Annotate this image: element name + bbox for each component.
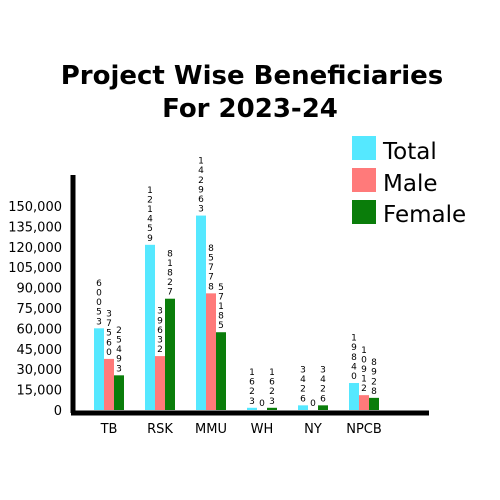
y-tick-label: 75,000 [17, 302, 63, 317]
legend-swatch-male [352, 168, 376, 192]
bar-female-wh [267, 407, 277, 410]
bar-male-npcb [359, 395, 369, 410]
bar-female-mmu [216, 332, 226, 410]
y-tick-label: 0 [54, 404, 62, 419]
data-label-male-wh: 0 [259, 399, 265, 409]
x-tick-label: WH [251, 422, 274, 437]
y-tick-label: 90,000 [17, 282, 63, 297]
bars [94, 215, 379, 410]
legend-label-female: Female [383, 202, 466, 228]
x-axis-labels: TB RSK MMU WH NY NPCB [100, 422, 382, 437]
y-axis-ticks: 0 15,000 30,000 45,000 60,000 75,000 90,000 105… [8, 200, 62, 419]
bar-total-tb [94, 328, 104, 410]
data-label-male-ny: 0 [310, 399, 316, 409]
bar-female-rsk [165, 298, 175, 410]
legend: Total Male Female [352, 136, 466, 228]
y-tick-label: 120,000 [8, 241, 62, 256]
bar-male-rsk [155, 356, 165, 410]
legend-label-total: Total [382, 139, 437, 165]
bar-total-rsk [145, 244, 155, 410]
x-tick-label: NY [304, 422, 322, 437]
bar-female-npcb [369, 397, 379, 410]
data-labels: 6 0 0 5 3 3 7 5 6 0 2 5 4 9 3 1 2 1 4 5 9 3 9 6 3 2 8 1 8 2 7 1 4 2 9 6 3 8 5 7… [96, 157, 377, 409]
y-tick-label: 45,000 [17, 343, 63, 358]
legend-swatch-total [352, 136, 376, 160]
y-tick-label: 105,000 [8, 261, 62, 276]
bar-total-ny [298, 405, 308, 410]
chart-title-line-1: Project Wise Beneficiaries [61, 61, 444, 91]
y-tick-label: 30,000 [17, 363, 63, 378]
x-tick-label: RSK [147, 422, 173, 437]
y-tick-label: 135,000 [8, 220, 62, 235]
x-tick-label: TB [100, 422, 118, 437]
bar-female-ny [318, 405, 328, 410]
chart-title-line-2: For 2023-24 [162, 94, 338, 124]
bar-total-npcb [349, 383, 359, 410]
bar-male-mmu [206, 293, 216, 410]
x-tick-label: NPCB [346, 422, 382, 437]
y-tick-label: 60,000 [17, 322, 63, 337]
bar-total-mmu [196, 215, 206, 410]
bar-total-wh [247, 407, 257, 410]
y-tick-label: 15,000 [17, 384, 63, 399]
x-tick-label: MMU [195, 422, 227, 437]
legend-swatch-female [352, 200, 376, 224]
y-tick-label: 150,000 [8, 200, 62, 215]
legend-label-male: Male [383, 171, 437, 197]
bar-male-tb [104, 358, 114, 410]
bar-female-tb [114, 375, 124, 410]
